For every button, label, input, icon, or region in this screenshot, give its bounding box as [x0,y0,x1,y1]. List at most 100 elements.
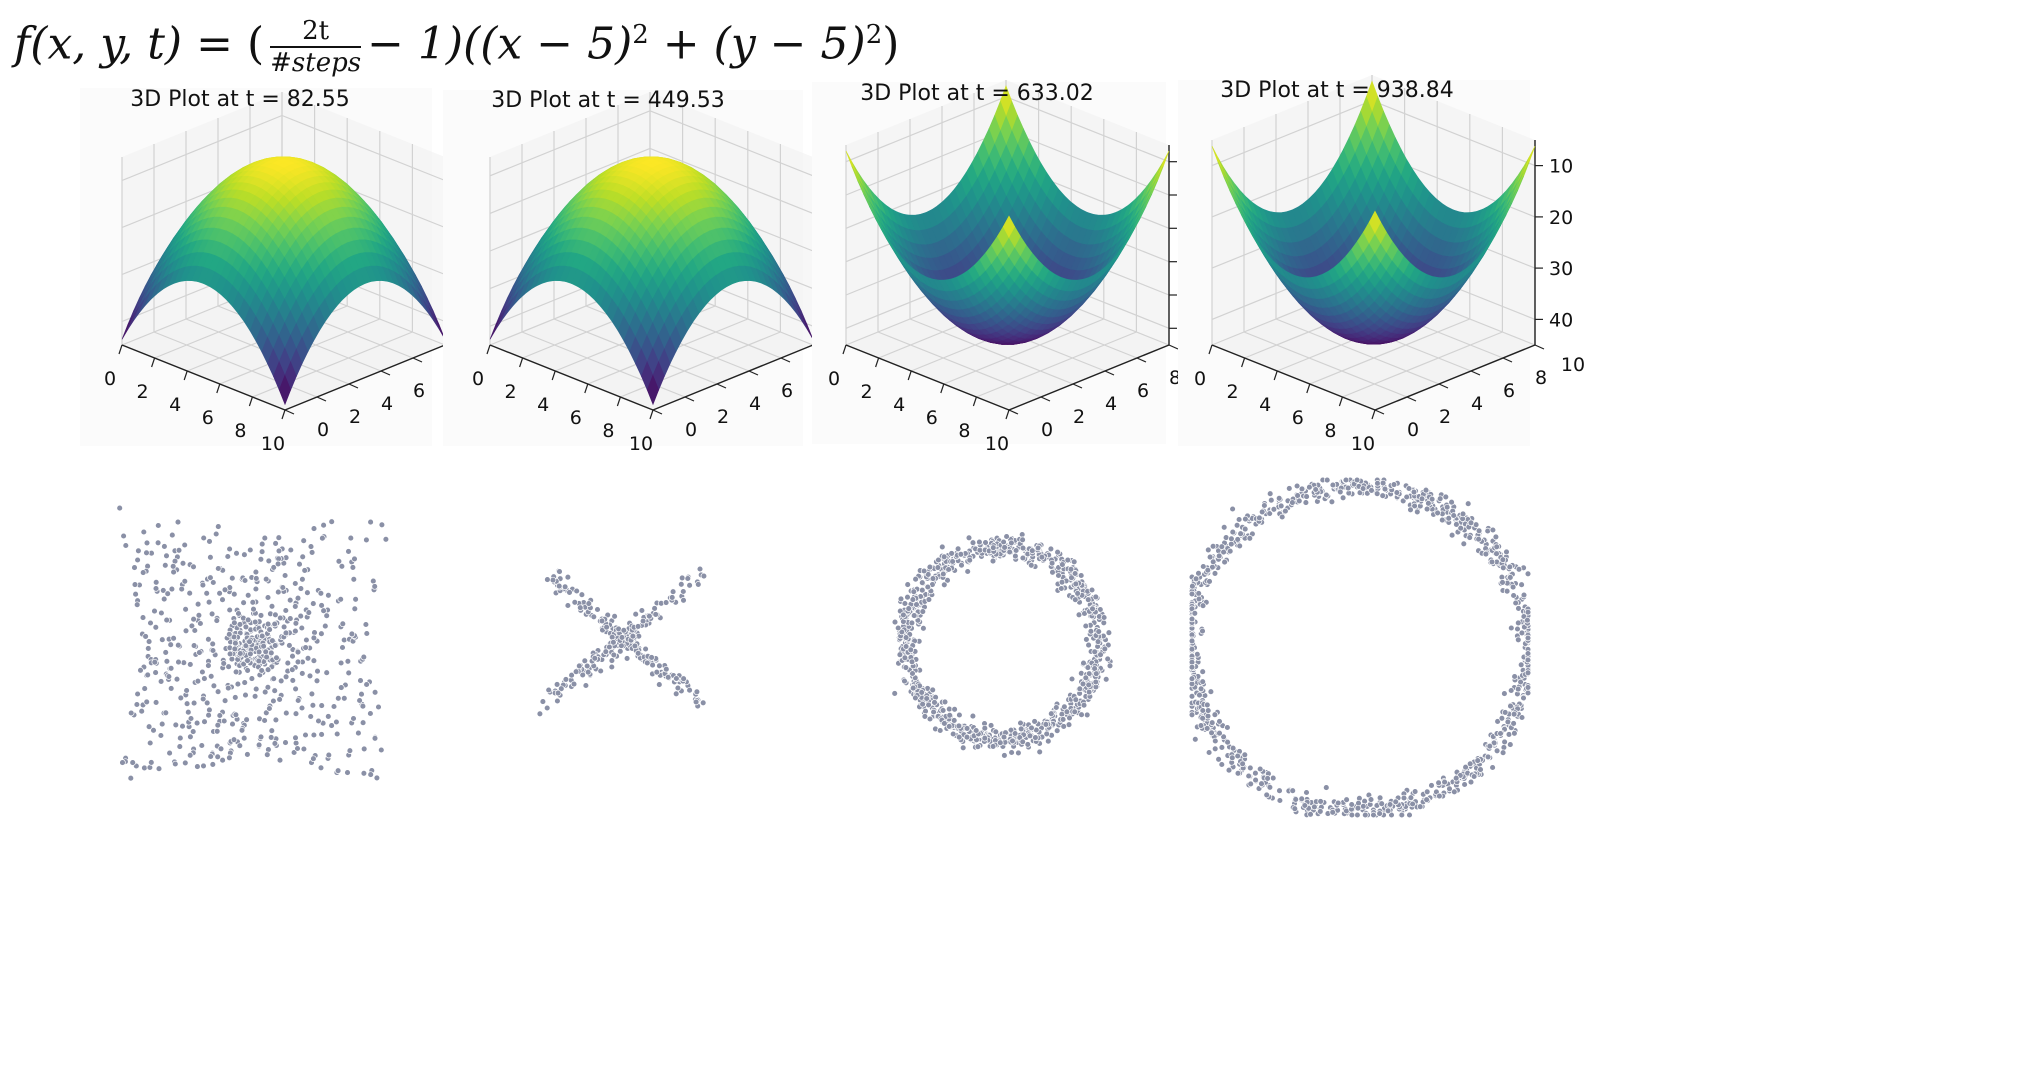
x-tick-label: 10 [985,433,1009,455]
scatter-point [634,623,642,630]
scatter-point [941,581,948,589]
scatter-point [243,716,250,723]
scatter-point [328,518,335,525]
scatter-point [241,577,249,584]
scatter-point [294,745,301,752]
scatter-point [300,537,307,544]
scatter-point [186,589,193,597]
scatter-point [673,675,680,682]
panel-title: 3D Plot at t = 449.53 [491,88,725,113]
scatter-point [543,704,551,712]
scatter-point [536,710,544,718]
scatter-point [255,648,263,656]
scatter-point [134,690,141,698]
scatter-point [1106,662,1114,670]
equation-plus: + (y − 5) [662,18,866,70]
scatter-point [554,697,561,705]
scatter-point [162,562,169,569]
scatter-point [135,547,142,555]
scatter-point [297,612,304,620]
scatter-point [292,627,299,635]
scatter-point [131,564,138,571]
equation-close-paren: ) [882,18,900,70]
scatter-point [341,695,348,702]
scatter-point [226,631,233,638]
scatter-point [317,764,325,772]
scatter-point [236,621,244,628]
scatter-point [279,584,287,591]
scatter-point [258,540,266,548]
scatter-point [190,699,198,707]
z-tick-label: 40 [1549,309,1573,331]
equation-lhs: f(x, y, t) [14,18,183,70]
scatter-point [151,658,159,666]
x-tick-label: 6 [926,407,938,429]
surface-panel-1: 3D Plot at t = 82.5502468100246810−10−20… [80,87,499,455]
scatter-point [139,569,147,576]
scatter-point [220,660,227,667]
scatter-point [644,659,651,667]
surface-facet [1002,215,1016,238]
scatter-point [692,698,700,706]
scatter-point [182,759,189,767]
scatter-point [252,568,260,576]
scatter-point [205,711,212,719]
y-axis-line [284,344,446,411]
scatter-point [663,665,670,673]
scatter-point [656,681,663,688]
scatter-point [183,687,190,694]
scatter-point [145,645,152,652]
x-tick-label: 4 [537,394,549,416]
scatter-point [258,548,266,555]
scatter-point [297,585,305,592]
x-tick-label: 8 [958,420,970,442]
scatter-point [301,567,308,574]
scatter-point [255,741,263,749]
x-axis-line [489,344,654,411]
scatter-point [170,568,177,576]
scatter-point [268,649,275,657]
grid-line [649,110,814,177]
scatter-point [294,697,302,704]
scatter-point [152,669,159,676]
scatter-point [634,650,642,657]
scatter-point [1075,611,1083,619]
scatter-point [610,639,617,646]
scatter-point [172,760,179,768]
y-tick-label: 2 [1439,406,1451,428]
scatter-point [215,523,222,530]
scatter-point [116,504,123,512]
x-tick-mark [281,409,286,420]
scatter-point [146,739,154,747]
scatter-point [240,599,247,606]
scatter-point [152,699,160,706]
scatter-point [264,620,272,628]
scatter-point [233,550,240,557]
x-axis-line [845,344,1010,411]
grid-line [281,114,446,182]
scatter-point [357,677,364,684]
scatter-point [235,610,242,617]
scatter-point [214,721,222,729]
scatter-point [544,576,551,583]
scatter-point [208,610,216,618]
scatter-point [292,739,300,747]
x-tick-label: 8 [234,420,246,442]
scatter-point [181,541,188,549]
scatter-point [325,592,332,599]
scatter-point [268,727,276,734]
scatter-point [167,641,174,648]
y-tick-label: 6 [1137,380,1149,402]
scatter-point [231,645,239,653]
scatter-point [323,669,330,676]
scatter-point [680,597,687,604]
scatter-point [1018,531,1026,538]
scatter-point [272,716,280,724]
scatter-point [367,710,374,717]
scatter-point [951,706,958,713]
scatter-point [209,640,216,648]
scatter-point [207,554,214,561]
scatter-point [133,701,141,708]
scatter-point [162,709,170,717]
scatter-point [638,607,646,614]
